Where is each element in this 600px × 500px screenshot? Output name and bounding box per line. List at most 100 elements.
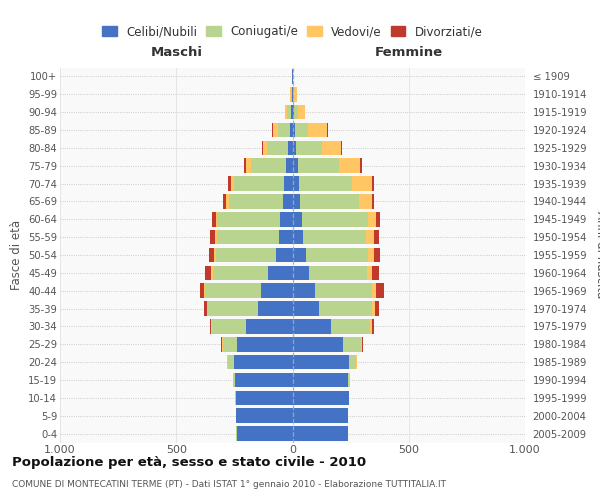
Bar [280,212,293,226]
Bar [352,176,371,191]
Bar [362,337,363,351]
Bar [293,248,305,262]
Bar [368,212,376,226]
Bar [290,122,293,138]
Bar [283,194,293,209]
Bar [226,194,229,209]
Bar [287,105,290,120]
Bar [279,230,293,244]
Bar [293,194,300,209]
Text: Popolazione per età, sesso e stato civile - 2010: Popolazione per età, sesso e stato civil… [12,456,366,469]
Bar [349,355,356,370]
Y-axis label: Fasce di età: Fasce di età [10,220,23,290]
Bar [374,230,379,244]
Bar [361,158,362,173]
Bar [293,319,331,334]
Bar [298,158,339,173]
Bar [361,337,362,351]
Bar [296,140,322,155]
Bar [246,319,293,334]
Bar [234,355,293,370]
Bar [210,230,215,244]
Bar [212,319,246,334]
Bar [293,284,315,298]
Bar [295,105,298,120]
Bar [237,337,293,351]
Bar [221,337,222,351]
Bar [295,87,296,102]
Bar [367,266,372,280]
Bar [267,140,289,155]
Bar [284,176,293,191]
Bar [370,319,371,334]
Bar [293,176,299,191]
Bar [208,301,258,316]
Bar [305,248,368,262]
Bar [212,212,216,226]
Bar [293,87,295,102]
Bar [293,355,349,370]
Bar [230,176,235,191]
Text: COMUNE DI MONTECATINI TERME (PT) - Dati ISTAT 1° gennaio 2010 - Elaborazione TUT: COMUNE DI MONTECATINI TERME (PT) - Dati … [12,480,446,489]
Bar [278,122,290,138]
Bar [341,140,342,155]
Bar [293,230,303,244]
Bar [293,158,298,173]
Bar [293,426,347,441]
Bar [376,284,383,298]
Bar [348,372,349,388]
Bar [339,158,361,173]
Bar [322,140,341,155]
Bar [217,230,279,244]
Bar [371,194,374,209]
Bar [261,284,293,298]
Bar [229,194,283,209]
Bar [216,248,276,262]
Legend: Celibi/Nubili, Coniugati/e, Vedovi/e, Divorziati/e: Celibi/Nubili, Coniugati/e, Vedovi/e, Di… [100,23,485,40]
Bar [371,319,374,334]
Bar [263,140,267,155]
Bar [302,212,368,226]
Bar [293,301,319,316]
Bar [236,408,293,423]
Bar [285,105,287,120]
Bar [293,212,302,226]
Bar [303,230,367,244]
Bar [211,266,213,280]
Bar [299,176,352,191]
Bar [293,105,295,120]
Bar [373,284,376,298]
Bar [207,301,208,316]
Bar [205,284,261,298]
Bar [293,390,349,405]
Bar [215,230,217,244]
Bar [372,266,379,280]
Bar [293,122,295,138]
Bar [251,158,286,173]
Bar [213,266,268,280]
Bar [214,248,216,262]
Bar [272,122,278,138]
Bar [343,337,361,351]
Bar [235,176,284,191]
Bar [233,372,235,388]
Bar [293,408,347,423]
Bar [244,158,245,173]
Bar [331,319,370,334]
Bar [290,105,293,120]
Text: Femmine: Femmine [374,46,443,60]
Bar [235,372,293,388]
Text: Maschi: Maschi [150,46,202,60]
Bar [290,87,292,102]
Bar [293,372,348,388]
Bar [359,194,371,209]
Bar [293,266,309,280]
Bar [217,212,280,226]
Bar [293,337,343,351]
Bar [268,266,293,280]
Bar [319,301,373,316]
Y-axis label: Anni di nascita: Anni di nascita [594,212,600,298]
Bar [368,248,374,262]
Bar [209,248,214,262]
Bar [258,301,293,316]
